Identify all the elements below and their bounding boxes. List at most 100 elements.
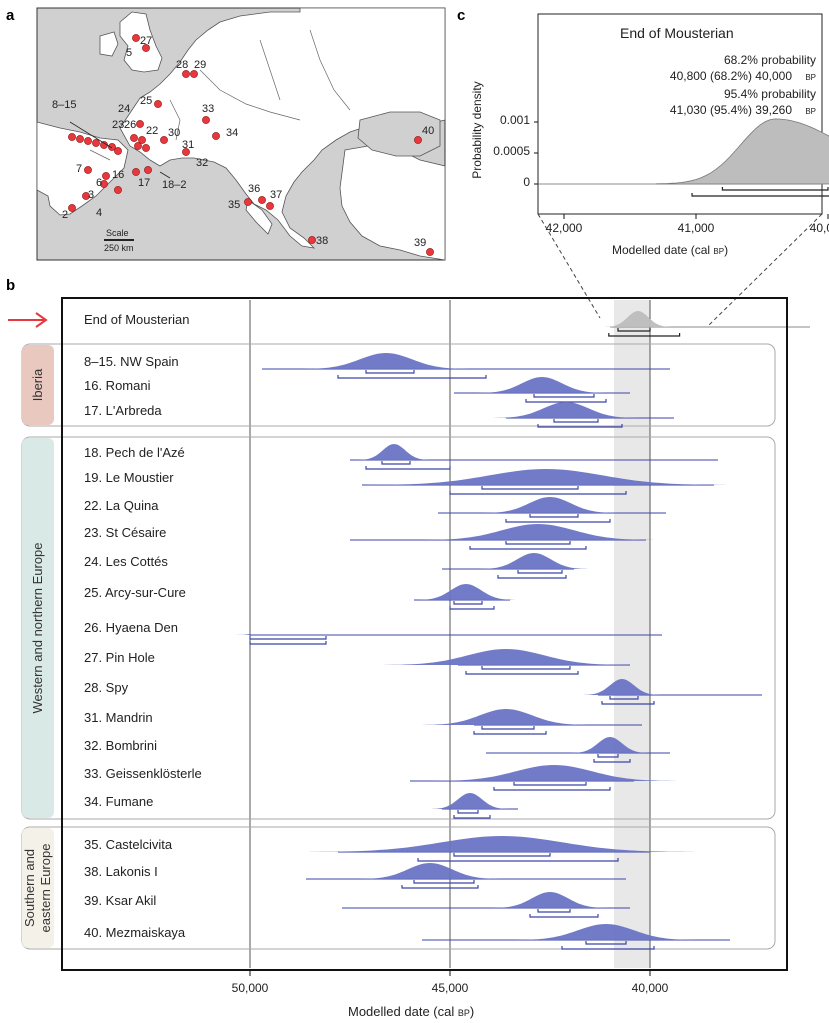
range-95-bracket bbox=[505, 519, 611, 523]
range-95-bracket bbox=[525, 399, 607, 403]
inset-y-tick: 0.001 bbox=[500, 113, 530, 127]
range-68-bracket bbox=[517, 570, 563, 574]
map-site-labels: 2 3 4 5 6 7 8–15 16 17 18–2 22 23 24 25 … bbox=[52, 35, 434, 249]
end-mousterian-band bbox=[614, 300, 650, 968]
row-label: 22. La Quina bbox=[84, 498, 159, 513]
inset-x-tick-label: 42,000 bbox=[546, 221, 583, 235]
inset-y-label: Probability density bbox=[470, 81, 484, 178]
panel-c-letter: c bbox=[457, 7, 465, 24]
zoom-connector-right bbox=[707, 213, 823, 327]
group-label-southern-line1: Southern and bbox=[22, 849, 37, 927]
distribution-curve bbox=[359, 863, 501, 879]
range-95-bracket bbox=[469, 546, 587, 550]
inset-range-68-bracket bbox=[721, 187, 829, 191]
range-68-bracket bbox=[249, 636, 327, 640]
range-68-bracket bbox=[513, 782, 587, 786]
range-95-bracket bbox=[608, 333, 681, 337]
site-dot bbox=[190, 70, 198, 78]
site-label: 18–2 bbox=[162, 179, 186, 191]
range-68-bracket bbox=[481, 726, 535, 730]
row-labels: End of Mousterian 8–15. NW Spain 16. Roman… bbox=[84, 312, 202, 940]
map-land bbox=[36, 7, 446, 261]
row-label: 38. Lakonis I bbox=[84, 864, 158, 879]
range-68-bracket bbox=[365, 370, 415, 374]
site-dot bbox=[414, 136, 422, 144]
inset-prob-68: 68.2% probability bbox=[724, 53, 816, 67]
map-leader-line bbox=[159, 171, 171, 179]
range-68-bracket bbox=[413, 880, 475, 884]
inset-title: End of Mousterian bbox=[620, 25, 734, 41]
site-label: 40 bbox=[422, 125, 434, 137]
map-rivers bbox=[89, 29, 351, 161]
row-label: 39. Ksar Akil bbox=[84, 893, 156, 908]
distribution-curve bbox=[422, 709, 590, 725]
range-68-bracket bbox=[585, 941, 627, 945]
site-dot bbox=[202, 116, 210, 124]
site-label: 16 bbox=[112, 169, 124, 181]
site-label: 31 bbox=[182, 139, 194, 151]
map-scale-distance: 250 km bbox=[104, 243, 134, 253]
range-95-bracket bbox=[453, 815, 491, 819]
row-label: 23. St Césaire bbox=[84, 525, 166, 540]
site-dot bbox=[84, 137, 92, 145]
inset-y-tick: 0 bbox=[523, 175, 530, 189]
site-dot bbox=[130, 134, 138, 142]
row-label: 17. L'Arbreda bbox=[84, 403, 162, 418]
site-dot bbox=[244, 198, 252, 206]
inset-x-tick-label: 41,000 bbox=[678, 221, 715, 235]
range-95-bracket bbox=[449, 491, 627, 495]
site-label: 17 bbox=[138, 177, 150, 189]
site-label: 25 bbox=[140, 95, 152, 107]
map-scale-label: Scale bbox=[106, 228, 129, 238]
main-x-label-close: ) bbox=[470, 1004, 474, 1019]
range-95-bracket bbox=[401, 885, 479, 889]
site-dot bbox=[138, 136, 146, 144]
site-dot bbox=[92, 139, 100, 147]
site-label: 30 bbox=[168, 127, 180, 139]
distribution-curve bbox=[494, 402, 638, 418]
map-leader-line bbox=[69, 121, 113, 149]
site-label: 3 bbox=[88, 189, 94, 201]
site-label: 33 bbox=[202, 103, 214, 115]
range-95-bracket bbox=[493, 787, 611, 791]
group-tab-western bbox=[22, 438, 54, 818]
range-68-bracket bbox=[617, 328, 651, 332]
inset-x-label-text: Modelled date (cal bbox=[612, 243, 710, 257]
group-label-iberia: Iberia bbox=[30, 368, 45, 401]
row-label: 19. Le Moustier bbox=[84, 470, 174, 485]
range-68-bracket bbox=[481, 666, 571, 670]
row-label: 18. Pech de l'Azé bbox=[84, 445, 185, 460]
group-label-western: Western and northern Europe bbox=[30, 542, 45, 713]
site-label: 2 bbox=[62, 209, 68, 221]
inset-range-95: 41,030 (95.4%) 39,260 bbox=[670, 103, 792, 117]
site-label: 37 bbox=[270, 189, 282, 201]
range-95-bracket bbox=[249, 641, 327, 645]
map: 2 3 4 5 6 7 8–15 16 17 18–2 22 23 24 25 … bbox=[36, 7, 446, 261]
inset-plot bbox=[534, 118, 829, 197]
map-black-sea bbox=[357, 111, 441, 157]
distribution-curve bbox=[480, 553, 588, 569]
site-label: 28 bbox=[176, 59, 188, 71]
map-britain bbox=[99, 11, 163, 73]
group-tab-iberia bbox=[22, 345, 54, 425]
distribution-curve bbox=[432, 765, 676, 781]
distribution-curve bbox=[384, 649, 628, 665]
range-68-bracket bbox=[505, 541, 571, 545]
range-95-bracket bbox=[465, 671, 579, 675]
site-dot bbox=[84, 166, 92, 174]
distribution-curve bbox=[483, 497, 617, 513]
row-label: 35. Castelcivita bbox=[84, 837, 173, 852]
site-dot bbox=[76, 135, 84, 143]
site-label: 38 bbox=[316, 235, 328, 247]
range-95-bracket bbox=[497, 575, 567, 579]
main-x-label: Modelled date (cal BP) bbox=[348, 1004, 474, 1019]
site-dot bbox=[266, 202, 274, 210]
inset-x-label-unit: BP bbox=[713, 247, 724, 256]
inset-prob-95: 95.4% probability bbox=[724, 87, 816, 101]
inset-chart: End of Mousterian 68.2% probability 40,8… bbox=[470, 13, 829, 327]
range-68-bracket bbox=[553, 419, 599, 423]
site-dot bbox=[308, 236, 316, 244]
row-label: 40. Mezmaiskaya bbox=[84, 925, 186, 940]
